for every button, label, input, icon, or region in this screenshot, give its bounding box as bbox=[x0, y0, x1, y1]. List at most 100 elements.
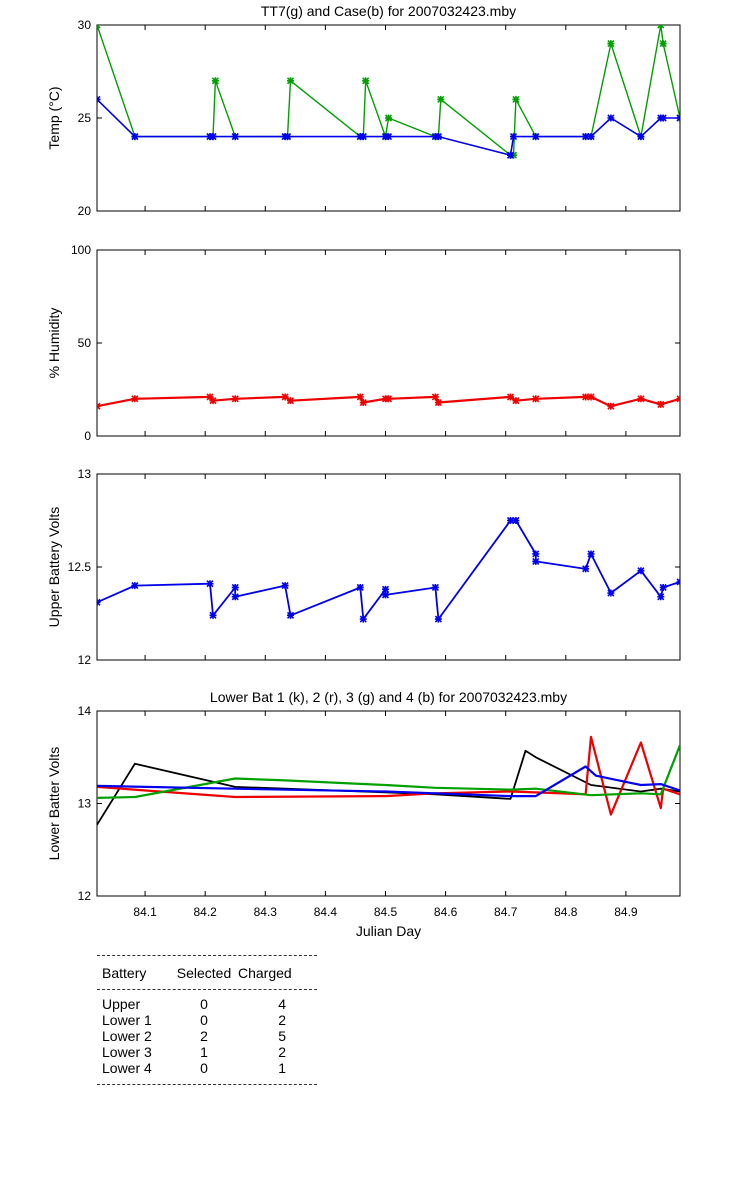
data-point bbox=[659, 40, 667, 48]
data-point bbox=[532, 395, 540, 403]
selected-count: 1 bbox=[200, 1044, 208, 1060]
data-point bbox=[607, 589, 615, 597]
data-point bbox=[582, 565, 590, 573]
y-tick-label: 20 bbox=[78, 204, 92, 218]
data-point bbox=[657, 25, 665, 29]
x-tick-label: 84.9 bbox=[614, 905, 638, 919]
table-row: Upper 0 4 bbox=[97, 996, 317, 1012]
data-point bbox=[607, 114, 615, 122]
series-1 bbox=[97, 749, 680, 826]
y-tick-label: 14 bbox=[78, 704, 92, 718]
data-point bbox=[384, 114, 393, 122]
charged-count: 1 bbox=[278, 1060, 286, 1076]
y-tick-label: 50 bbox=[78, 336, 92, 350]
series-line bbox=[97, 519, 680, 620]
battery-name: Lower 2 bbox=[102, 1028, 152, 1044]
y-axis-label: Upper Battery Volts bbox=[46, 507, 62, 628]
table-header-rule bbox=[97, 989, 317, 990]
charged-count: 5 bbox=[278, 1028, 286, 1044]
table-row: Lower 2 2 5 bbox=[97, 1028, 317, 1044]
data-point bbox=[211, 77, 219, 85]
data-point bbox=[657, 400, 665, 408]
chart-title: TT7(g) and Case(b) for 2007032423.mby bbox=[261, 3, 516, 19]
x-tick-label: 84.2 bbox=[194, 905, 218, 919]
data-point bbox=[431, 583, 439, 592]
data-point bbox=[506, 516, 515, 525]
selected-count: 0 bbox=[200, 1060, 208, 1076]
chart-panel-2: 0 50 100 % Humidity bbox=[46, 243, 681, 443]
y-tick-label: 13 bbox=[78, 797, 92, 811]
data-point bbox=[356, 583, 364, 592]
charged-count: 4 bbox=[278, 996, 286, 1012]
series-2 bbox=[97, 95, 680, 159]
series-line bbox=[97, 25, 680, 156]
data-point bbox=[97, 95, 101, 103]
data-point bbox=[209, 611, 217, 619]
y-axis-label: % Humidity bbox=[46, 308, 62, 379]
data-point bbox=[506, 393, 515, 401]
data-point bbox=[384, 395, 393, 403]
data-point bbox=[676, 395, 680, 403]
plot-frame bbox=[96, 249, 681, 437]
series-line bbox=[97, 395, 680, 408]
data-point bbox=[437, 95, 445, 103]
data-point bbox=[286, 611, 295, 619]
data-point bbox=[97, 402, 101, 410]
charged-count: 2 bbox=[278, 1012, 286, 1028]
data-point bbox=[231, 593, 239, 601]
data-point bbox=[512, 95, 520, 103]
data-point bbox=[637, 395, 645, 403]
data-point bbox=[676, 578, 680, 586]
battery-name: Lower 3 bbox=[102, 1044, 152, 1060]
table-row: Lower 1 0 2 bbox=[97, 1012, 317, 1028]
x-tick-label: 84.7 bbox=[494, 905, 518, 919]
data-point bbox=[659, 114, 667, 122]
chart-panel-3: 12 12.5 13 Upper Battery Volts bbox=[46, 467, 681, 667]
data-point bbox=[206, 580, 214, 588]
data-point bbox=[582, 393, 590, 401]
data-point bbox=[532, 550, 540, 558]
data-point bbox=[587, 550, 595, 558]
data-point bbox=[434, 133, 442, 141]
data-point bbox=[434, 615, 442, 623]
table-header-row: Battery Selected Charged bbox=[97, 956, 317, 989]
y-tick-label: 13 bbox=[78, 467, 92, 481]
battery-name: Lower 1 bbox=[102, 1012, 152, 1028]
data-point bbox=[286, 77, 295, 85]
data-point bbox=[283, 133, 292, 141]
series-line bbox=[97, 749, 680, 826]
data-point bbox=[231, 395, 239, 403]
selected-count: 0 bbox=[200, 1012, 208, 1028]
data-point bbox=[637, 133, 645, 141]
chart-title: Lower Bat 1 (k), 2 (r), 3 (g) and 4 (b) … bbox=[210, 689, 567, 705]
y-tick-label: 100 bbox=[71, 243, 91, 257]
data-point bbox=[512, 516, 520, 525]
data-point bbox=[506, 151, 515, 159]
data-point bbox=[286, 397, 295, 405]
data-point bbox=[209, 397, 217, 405]
data-point bbox=[281, 582, 289, 590]
data-point bbox=[359, 398, 367, 407]
data-point bbox=[582, 133, 590, 141]
data-point bbox=[281, 393, 289, 401]
data-point bbox=[532, 133, 540, 141]
table-top-rule bbox=[97, 955, 317, 956]
battery-table: Battery Selected Charged Upper 0 4 Lower… bbox=[97, 955, 317, 1085]
plot-frame bbox=[96, 473, 681, 661]
y-tick-label: 0 bbox=[84, 429, 91, 443]
data-point bbox=[607, 402, 615, 410]
series-line bbox=[97, 765, 680, 798]
y-tick-label: 12.5 bbox=[68, 560, 92, 574]
data-point bbox=[532, 557, 540, 565]
data-point bbox=[676, 114, 680, 122]
series-line bbox=[97, 744, 680, 799]
y-axis-label: Temp (°C) bbox=[46, 86, 62, 149]
data-point bbox=[359, 615, 367, 623]
data-point bbox=[209, 133, 217, 141]
x-tick-label: 84.8 bbox=[554, 905, 578, 919]
table-row: Lower 4 0 1 bbox=[97, 1060, 317, 1076]
x-tick-label: 84.3 bbox=[254, 905, 278, 919]
y-tick-label: 30 bbox=[78, 18, 92, 32]
chart-panel-4: 12 13 14 84.1 84.2 84.3 84.4 84.5 84.6 84.7 84.8 84… bbox=[46, 689, 681, 939]
table-bottom-rule bbox=[97, 1084, 317, 1085]
